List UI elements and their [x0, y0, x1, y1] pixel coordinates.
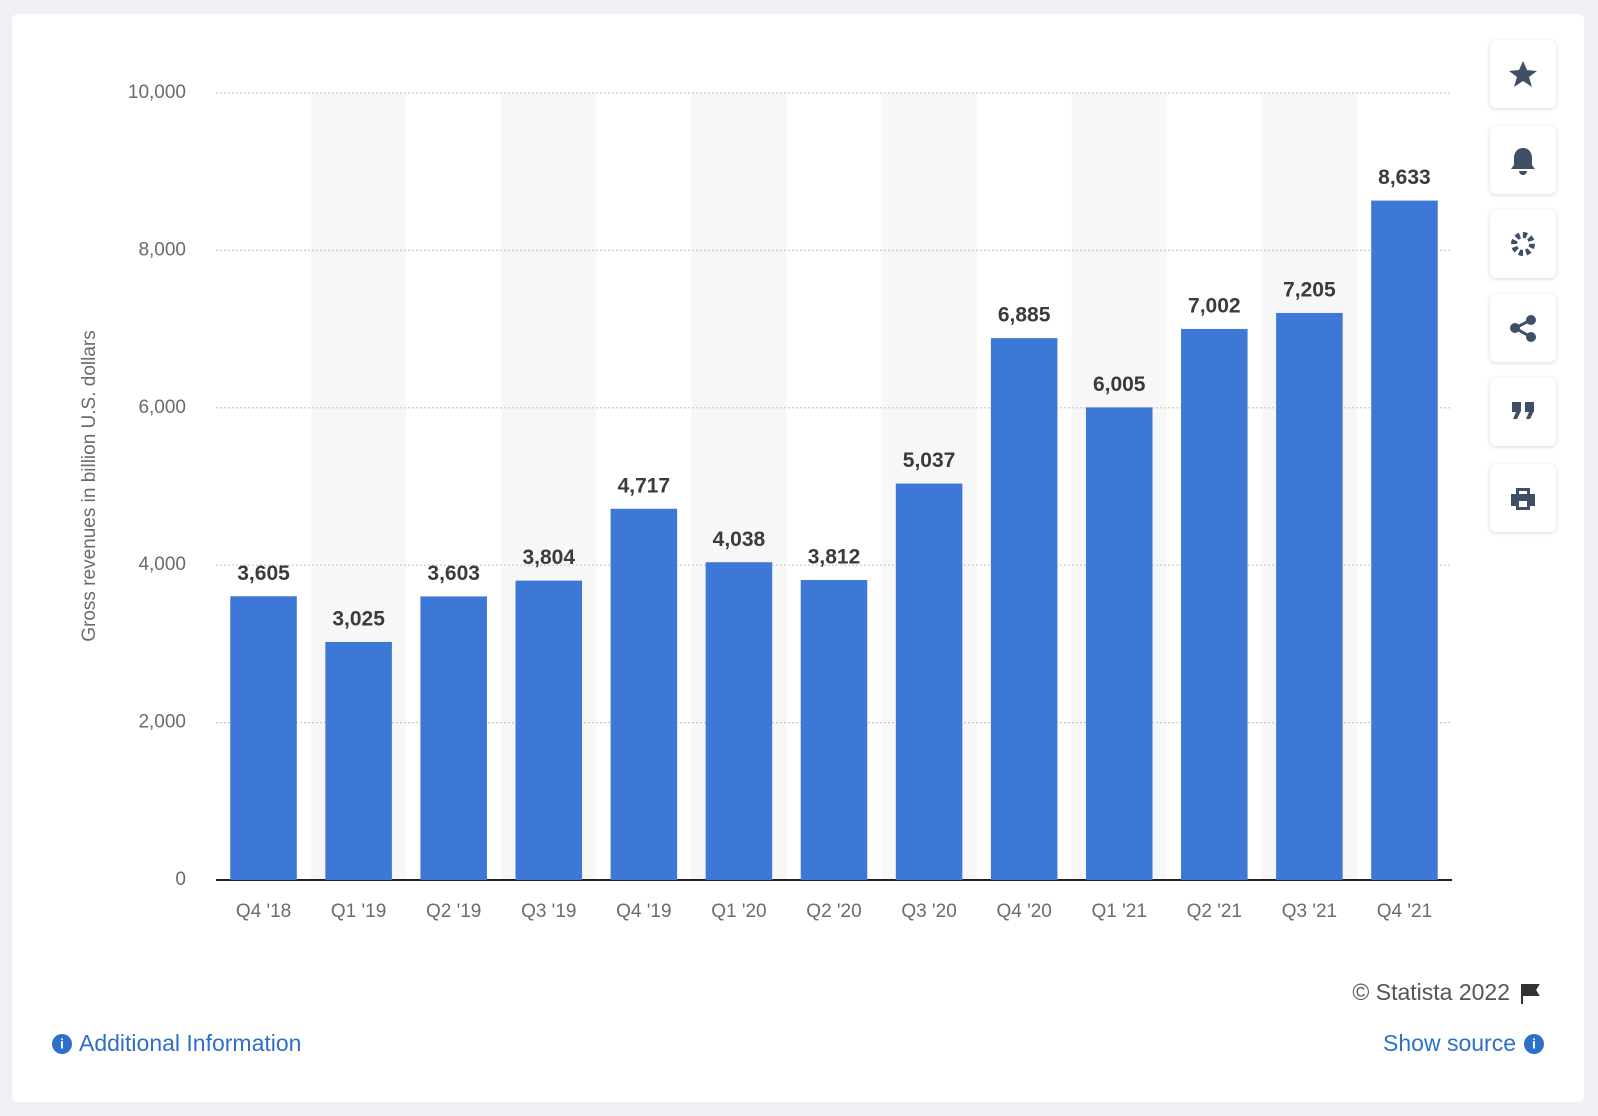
quote-icon: [1512, 402, 1534, 419]
x-tick-label: Q1 '21: [1092, 901, 1147, 922]
data-label: 4,717: [618, 474, 671, 497]
x-tick-label: Q2 '21: [1187, 901, 1242, 922]
data-label: 6,885: [998, 304, 1051, 327]
print-icon: [1511, 488, 1535, 510]
y-axis-label: Gross revenues in billion U.S. dollars: [79, 330, 100, 642]
data-label: 7,205: [1283, 279, 1336, 302]
source-info-icon[interactable]: [1524, 1034, 1544, 1054]
data-label: 3,812: [808, 546, 861, 569]
bar: [420, 596, 487, 880]
bar: [1181, 328, 1248, 880]
y-tick-label: 0: [175, 869, 186, 890]
info-glyph: i: [1532, 1036, 1536, 1052]
bar: [990, 338, 1058, 880]
cite-button[interactable]: [1490, 378, 1556, 446]
x-tick-label: Q2 '19: [426, 901, 481, 922]
bar: [1276, 312, 1343, 880]
x-tick-label: Q3 '21: [1282, 901, 1337, 922]
data-label: 3,804: [522, 546, 575, 569]
y-tick-label: 8,000: [138, 239, 186, 260]
bar: [230, 596, 297, 880]
copyright: © Statista 2022: [1352, 979, 1510, 1005]
show-source-link[interactable]: Show source: [1383, 1030, 1516, 1056]
bar: [610, 508, 678, 880]
star-icon: [1509, 61, 1537, 87]
info-icon[interactable]: [52, 1034, 72, 1054]
data-label: 3,603: [427, 562, 480, 585]
settings-button[interactable]: [1490, 210, 1556, 278]
flag-icon[interactable]: [1521, 984, 1540, 1004]
share-button[interactable]: [1490, 294, 1556, 362]
bar: [895, 483, 963, 880]
x-tick-label: Q4 '18: [236, 901, 291, 922]
y-tick-label: 4,000: [138, 554, 186, 575]
data-label: 8,633: [1378, 166, 1431, 189]
x-tick-label: Q4 '20: [996, 901, 1051, 922]
plot: 0 2,000 4,000 6,000 8,000 10,000 3,605 Q4 '18 3,…: [128, 82, 1452, 922]
y-tick-label: 2,000: [138, 712, 186, 733]
data-label: 3,605: [237, 562, 290, 585]
x-tick-label: Q4 '21: [1377, 901, 1432, 922]
data-label: 4,038: [713, 528, 766, 551]
bar: [705, 562, 773, 880]
x-tick-label: Q2 '20: [806, 901, 861, 922]
bar: [800, 579, 868, 880]
bar: [515, 580, 583, 880]
x-tick-label: Q1 '19: [331, 901, 386, 922]
data-label: 7,002: [1188, 294, 1241, 317]
toolbar: [1490, 40, 1556, 532]
bar: [1371, 200, 1438, 881]
data-label: 6,005: [1093, 373, 1146, 396]
y-tick-label: 6,000: [138, 397, 186, 418]
x-tick-label: Q3 '19: [521, 901, 576, 922]
y-tick-label: 10,000: [128, 82, 186, 103]
share-icon: [1510, 315, 1536, 342]
data-label: 3,025: [332, 607, 385, 630]
gear-icon: [1511, 232, 1535, 256]
x-tick-label: Q4 '19: [616, 901, 671, 922]
x-tick-label: Q3 '20: [901, 901, 956, 922]
bell-icon: [1511, 148, 1535, 175]
data-label: 5,037: [903, 449, 956, 472]
x-tick-label: Q1 '20: [711, 901, 766, 922]
additional-info-link[interactable]: Additional Information: [79, 1030, 301, 1056]
info-glyph: i: [60, 1036, 64, 1052]
bar: [325, 641, 392, 880]
bar: [1085, 407, 1153, 880]
